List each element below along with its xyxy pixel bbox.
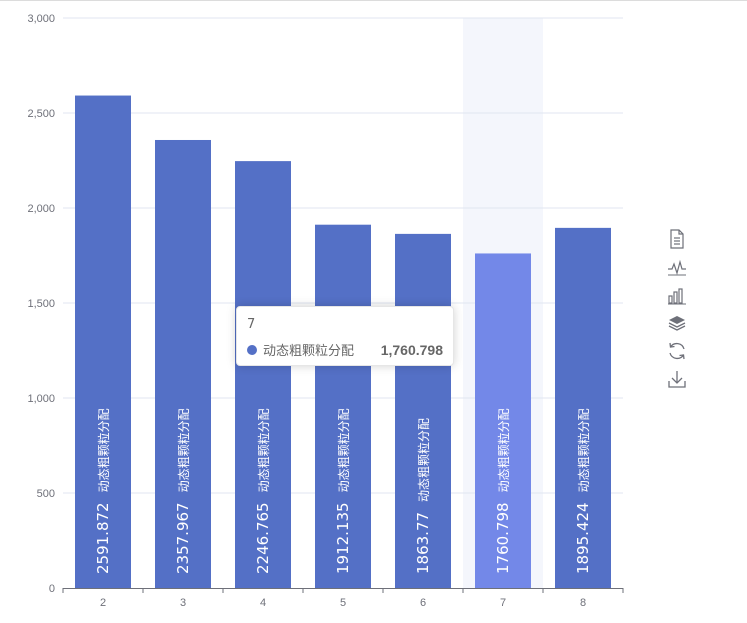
y-tick-label: 3,000 xyxy=(27,13,55,25)
x-tick-label: 2 xyxy=(100,597,106,609)
x-tick-label: 3 xyxy=(180,597,186,609)
tooltip-value: 1,760.798 xyxy=(380,341,443,358)
bar xyxy=(75,95,131,589)
bar-chart-icon[interactable] xyxy=(666,284,688,306)
tooltip-row: 动态粗颗粒分配 1,760.798 xyxy=(247,340,443,359)
x-tick-label: 7 xyxy=(500,597,506,609)
bar-value-label: 2357.967 xyxy=(174,502,192,574)
bar-series-label: 动态粗颗粒分配 xyxy=(336,408,351,492)
y-tick-label: 2,500 xyxy=(27,108,55,120)
bar-value-label: 1912.135 xyxy=(334,502,352,574)
bar-label: 2357.967 动态粗颗粒分配 xyxy=(174,408,192,574)
x-tick-label: 4 xyxy=(260,597,266,609)
bar-label: 1760.798 动态粗颗粒分配 xyxy=(494,408,512,574)
y-tick-label: 0 xyxy=(49,583,55,595)
bar xyxy=(555,227,611,588)
x-tick-label: 6 xyxy=(420,597,426,609)
y-tick-label: 1,500 xyxy=(27,298,55,310)
bar xyxy=(475,253,531,589)
bar-label: 1863.77 动态粗颗粒分配 xyxy=(414,418,432,574)
x-tick-label: 5 xyxy=(340,597,346,609)
bar-label: 1912.135 动态粗颗粒分配 xyxy=(334,408,352,574)
bar xyxy=(155,139,211,588)
line-chart-icon[interactable] xyxy=(666,256,688,278)
bar-value-label: 2246.765 xyxy=(254,502,272,574)
bar xyxy=(315,224,371,589)
bar-label: 1895.424 动态粗颗粒分配 xyxy=(574,408,592,574)
bar-value-label: 2591.872 xyxy=(94,502,112,574)
bar-label: 2246.765 动态粗颗粒分配 xyxy=(254,408,272,574)
bar-series-label: 动态粗颗粒分配 xyxy=(416,418,431,502)
restore-icon[interactable] xyxy=(666,340,688,362)
bar-series-label: 动态粗颗粒分配 xyxy=(176,408,191,492)
tooltip-marker xyxy=(247,344,257,355)
tooltip-series-name: 动态粗颗粒分配 xyxy=(263,344,355,359)
y-tick-label: 1,000 xyxy=(27,393,55,405)
data-view-icon[interactable] xyxy=(666,228,688,250)
bar-series-label: 动态粗颗粒分配 xyxy=(576,408,591,492)
bar xyxy=(235,161,291,588)
tooltip: 7 动态粗颗粒分配 1,760.798 xyxy=(236,306,454,366)
bar-value-label: 1863.77 xyxy=(414,512,432,574)
top-border xyxy=(0,0,747,1)
bar-series-label: 动态粗颗粒分配 xyxy=(496,408,511,492)
toolbox xyxy=(666,228,690,396)
bar-series-label: 动态粗颗粒分配 xyxy=(256,408,271,492)
tooltip-title: 7 xyxy=(247,317,256,332)
download-icon[interactable] xyxy=(666,368,688,390)
bar-value-label: 1760.798 xyxy=(494,502,512,574)
stack-icon[interactable] xyxy=(666,312,688,334)
y-tick-label: 2,000 xyxy=(27,203,55,215)
bar xyxy=(395,233,451,588)
bar-value-label: 1895.424 xyxy=(574,502,592,574)
bar-label: 2591.872 动态粗颗粒分配 xyxy=(94,408,112,574)
bar-series-label: 动态粗颗粒分配 xyxy=(96,408,111,492)
x-tick-label: 8 xyxy=(580,597,586,609)
y-tick-label: 500 xyxy=(37,488,55,500)
